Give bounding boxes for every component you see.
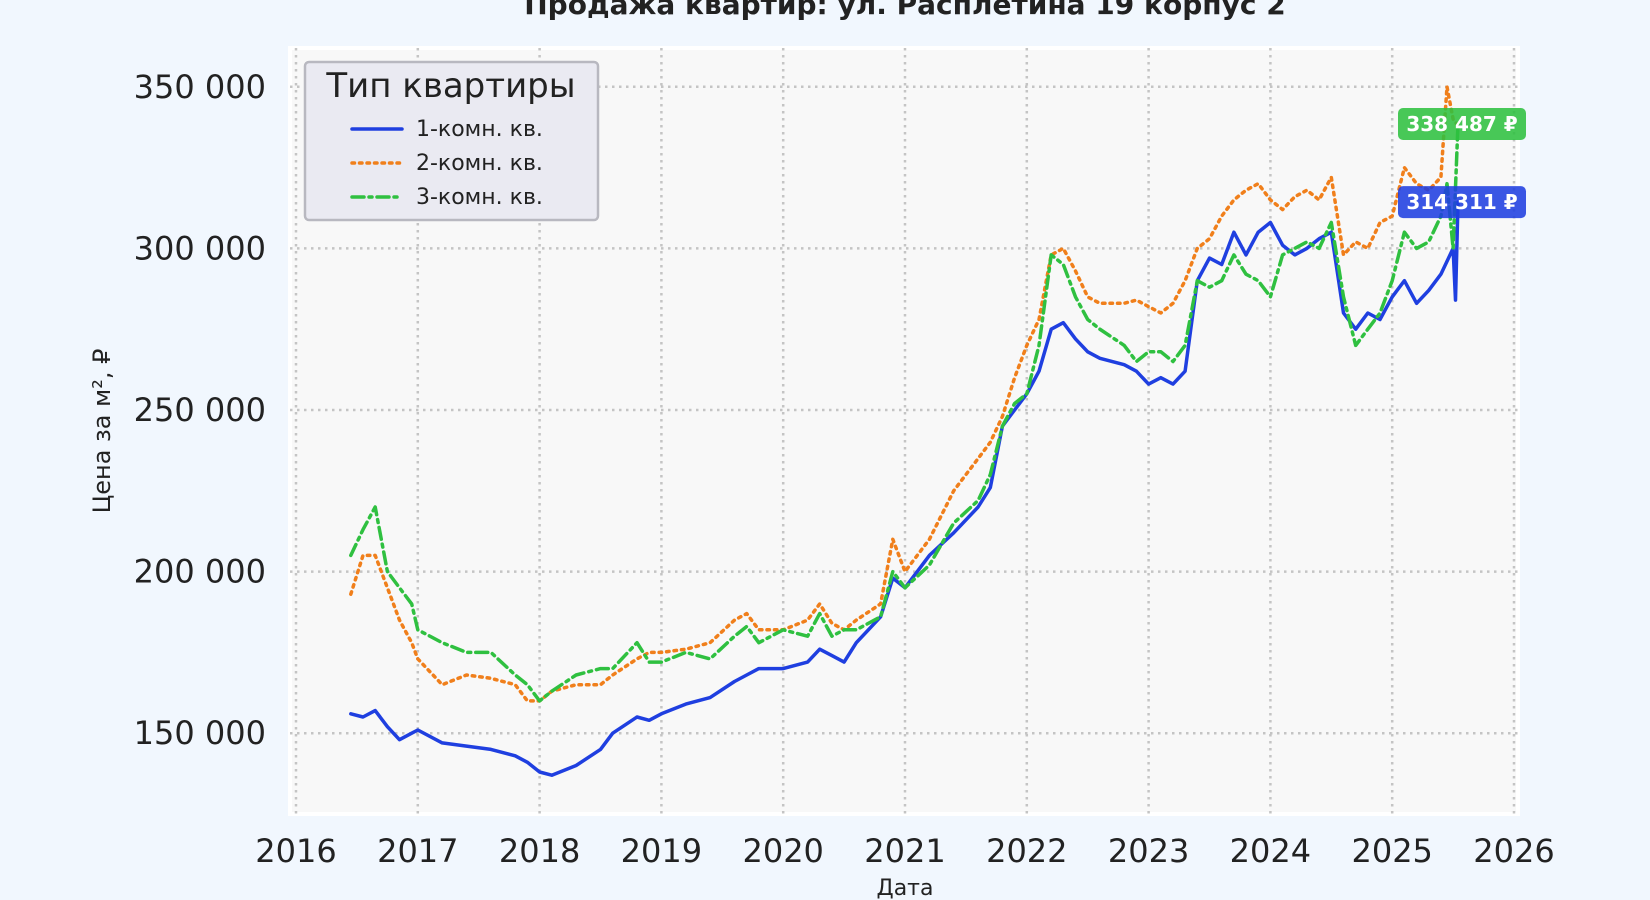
x-tick-labels: 2016 2017 2018 2019 2020 2021 2022 2023 2024 2025… bbox=[255, 832, 1554, 870]
legend-label: 3-комн. кв. bbox=[416, 185, 543, 210]
y-tick-label: 300 000 bbox=[134, 229, 266, 267]
x-tick-label: 2024 bbox=[1230, 832, 1311, 870]
end-labels: 314 311 ₽ 338 487 ₽ bbox=[1398, 107, 1526, 219]
legend-title: Тип квартиры bbox=[325, 66, 575, 106]
x-tick-label: 2022 bbox=[986, 832, 1067, 870]
series-line-3 bbox=[349, 122, 1460, 703]
legend: Тип квартиры 1-комн. кв. 2-комн. кв. 3-ком… bbox=[303, 60, 600, 222]
y-tick-label: 350 000 bbox=[134, 68, 266, 106]
x-tick-label: 2018 bbox=[499, 832, 580, 870]
x-tick-label: 2023 bbox=[1108, 832, 1189, 870]
x-tick-label: 2021 bbox=[864, 832, 945, 870]
legend-label: 2-комн. кв. bbox=[416, 151, 543, 176]
legend-box bbox=[303, 60, 600, 222]
legend-label: 1-комн. кв. bbox=[416, 117, 543, 142]
chart-title: Продажа квартир: ул. Расплетина 19 корпу… bbox=[524, 0, 1285, 21]
end-label: 314 311 ₽ bbox=[1406, 190, 1517, 214]
series-lines bbox=[349, 85, 1460, 777]
series-line-2 bbox=[349, 85, 1460, 703]
y-axis-label: Цена за м², ₽ bbox=[88, 349, 116, 514]
x-tick-label: 2026 bbox=[1473, 832, 1554, 870]
y-tick-label: 200 000 bbox=[134, 553, 266, 591]
y-tick-label: 250 000 bbox=[134, 391, 266, 429]
x-axis-label: Дата bbox=[877, 876, 934, 900]
end-label-badge bbox=[1398, 107, 1526, 140]
legend-items: 1-комн. кв. 2-комн. кв. 3-комн. кв. bbox=[350, 117, 543, 210]
end-label-badge bbox=[1398, 186, 1526, 219]
x-tick-label: 2017 bbox=[377, 832, 458, 870]
x-tick-label: 2019 bbox=[621, 832, 702, 870]
x-tick-label: 2025 bbox=[1351, 832, 1432, 870]
y-tick-label: 150 000 bbox=[134, 714, 266, 752]
end-label: 338 487 ₽ bbox=[1406, 112, 1517, 136]
y-tick-labels: 150 000 200 000 250 000 300 000 350 000 bbox=[134, 68, 266, 752]
x-tick-label: 2020 bbox=[742, 832, 823, 870]
x-tick-label: 2016 bbox=[255, 832, 336, 870]
